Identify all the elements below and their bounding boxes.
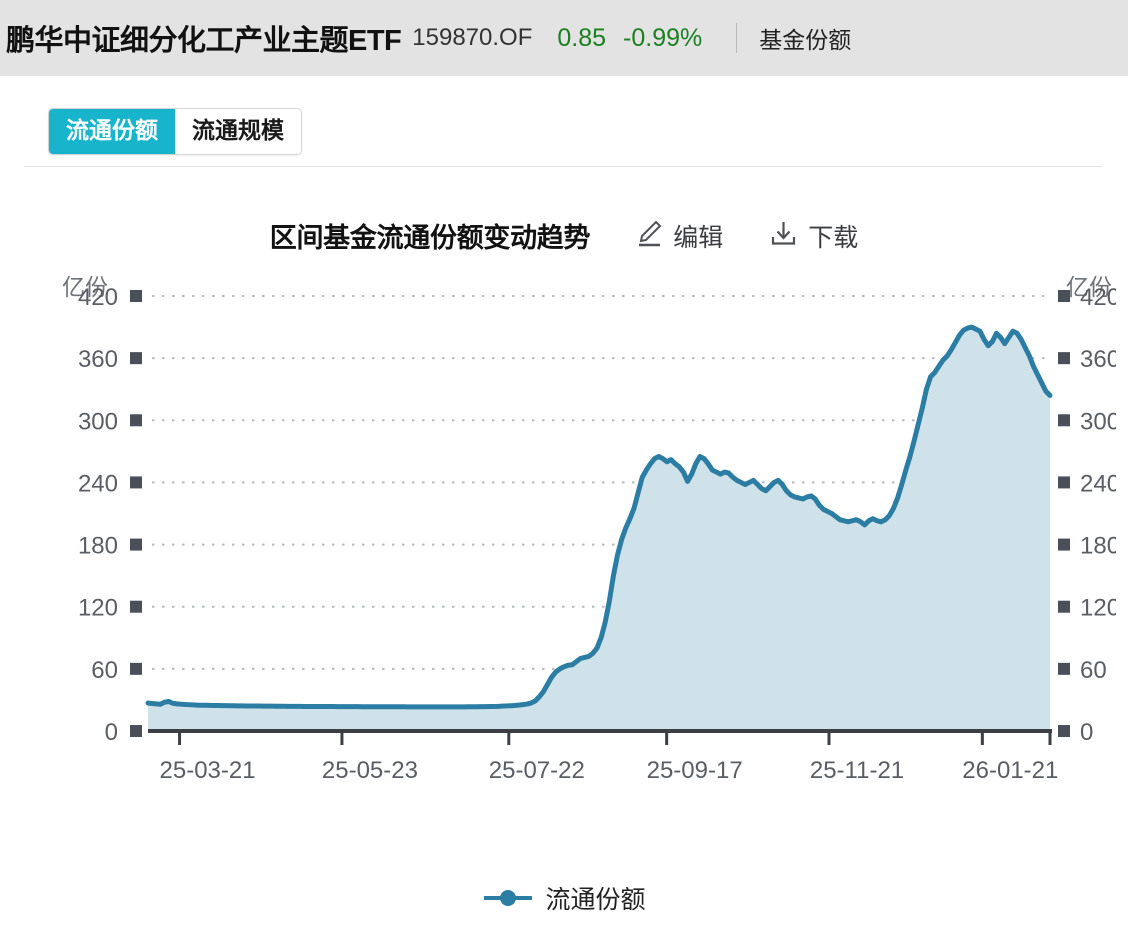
- svg-text:420: 420: [78, 284, 118, 311]
- fund-change-pct: -0.99%: [623, 23, 703, 52]
- tab-circulating-shares[interactable]: 流通份额: [49, 109, 175, 154]
- svg-text:25-07-22: 25-07-22: [489, 757, 585, 784]
- tab-circulating-scale[interactable]: 流通规模: [175, 109, 301, 154]
- edit-label: 编辑: [673, 223, 724, 252]
- tabs-divider: [24, 166, 1102, 167]
- fund-name: 鹏华中证细分化工产业主题ETF: [6, 25, 402, 57]
- y-axis-unit-right: 亿份: [1066, 274, 1112, 300]
- y-axis-unit-left: 亿份: [62, 274, 108, 300]
- header-section-label: 基金份额: [759, 27, 852, 53]
- download-button[interactable]: 下载: [769, 218, 858, 254]
- download-label: 下载: [808, 223, 859, 252]
- chart-legend: 流通份额: [12, 880, 1116, 916]
- svg-text:240: 240: [1080, 470, 1116, 497]
- svg-text:420: 420: [1080, 284, 1116, 311]
- svg-text:180: 180: [1080, 533, 1116, 560]
- edit-button[interactable]: 编辑: [636, 218, 723, 254]
- svg-text:240: 240: [78, 470, 118, 497]
- page-header: 鹏华中证细分化工产业主题ETF 159870.OF 0.85 -0.99% 基金…: [0, 0, 1128, 76]
- tab-group: 流通份额 流通规模: [48, 108, 302, 155]
- chart-actions: 编辑 下载: [636, 218, 858, 254]
- svg-text:300: 300: [78, 408, 118, 435]
- fund-price: 0.85: [557, 23, 607, 52]
- pencil-icon: [636, 219, 663, 253]
- svg-text:180: 180: [78, 533, 118, 560]
- chart-area: 亿份 亿份 0 0 60 60 120 120 180 180 240 240 300 300 360 3…: [12, 268, 1116, 928]
- svg-text:25-09-17: 25-09-17: [647, 757, 743, 784]
- svg-text:360: 360: [78, 346, 118, 373]
- download-icon: [769, 219, 798, 253]
- svg-text:60: 60: [91, 657, 118, 684]
- chart-card: 流通份额 流通规模 区间基金流通份额变动趋势 编辑: [12, 88, 1116, 930]
- svg-text:360: 360: [1080, 346, 1116, 373]
- header-divider: [736, 23, 738, 53]
- svg-text:120: 120: [78, 595, 118, 622]
- chart-header: 区间基金流通份额变动趋势 编辑: [12, 216, 1116, 255]
- legend-label: 流通份额: [545, 886, 646, 914]
- line-chart-svg: 0 0 60 60 120 120 180 180 240 240 300 300 360 360 420 4…: [78, 284, 1116, 784]
- svg-text:25-05-23: 25-05-23: [322, 757, 418, 784]
- svg-text:300: 300: [1080, 408, 1116, 435]
- chart-title: 区间基金流通份额变动趋势: [269, 223, 591, 253]
- legend-item-circulating-shares[interactable]: 流通份额: [482, 880, 646, 916]
- svg-text:26-01-21: 26-01-21: [962, 757, 1058, 784]
- svg-text:25-11-21: 25-11-21: [810, 757, 904, 784]
- svg-text:60: 60: [1080, 657, 1107, 684]
- svg-text:0: 0: [105, 719, 118, 746]
- svg-text:25-03-21: 25-03-21: [160, 757, 256, 784]
- svg-text:0: 0: [1080, 719, 1093, 746]
- legend-marker-icon: [484, 890, 533, 906]
- svg-text:120: 120: [1080, 595, 1116, 622]
- fund-code: 159870.OF: [412, 24, 533, 51]
